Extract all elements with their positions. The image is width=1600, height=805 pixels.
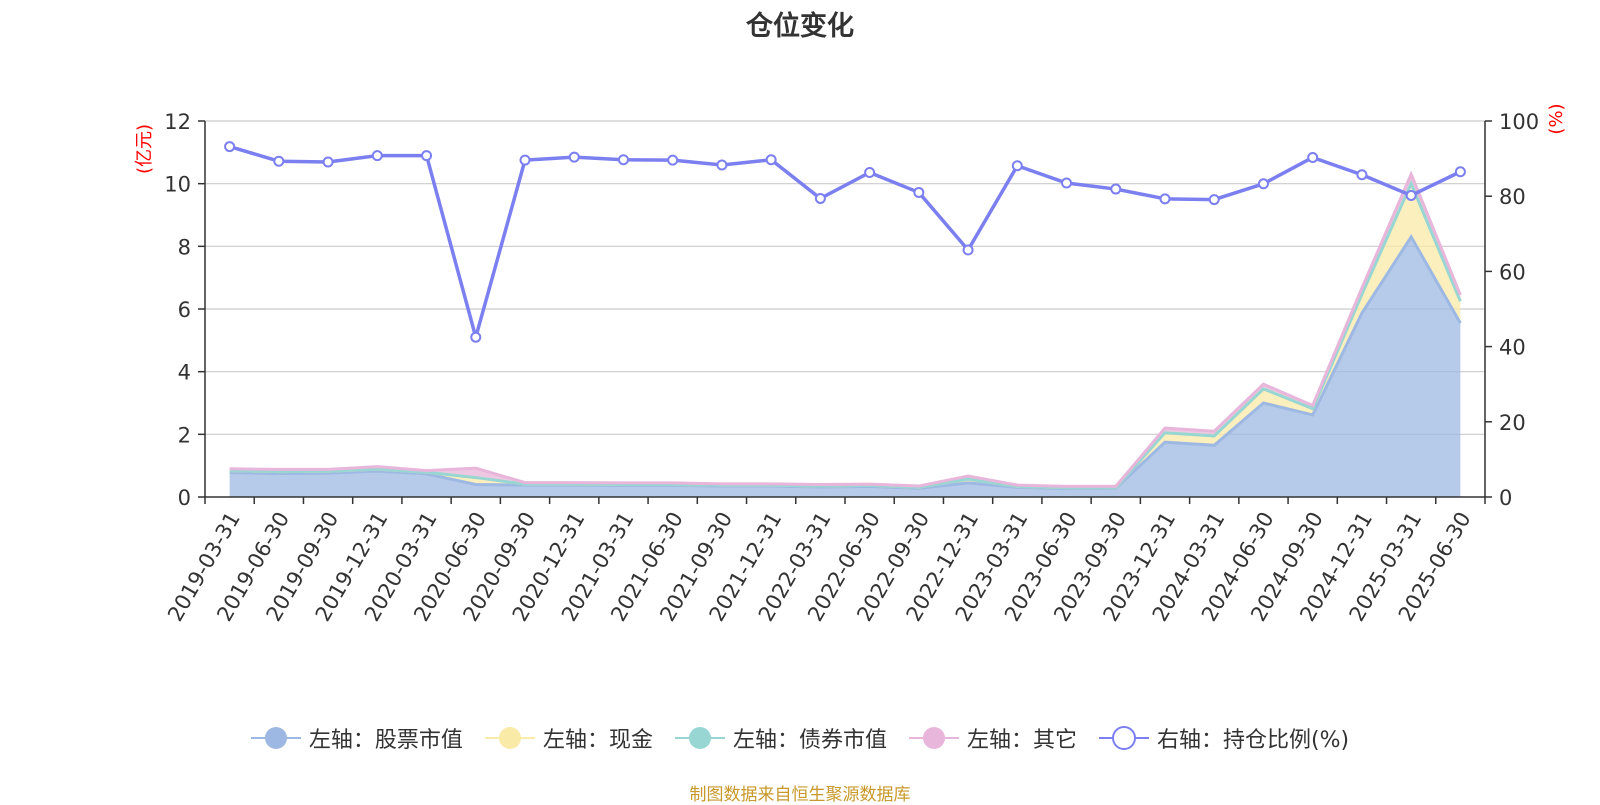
ratio-point [1159, 193, 1171, 205]
legend-marker-icon [484, 727, 535, 749]
ratio-point [814, 192, 826, 204]
left-tick-label: 6 [178, 298, 191, 322]
ratio-point [667, 154, 679, 166]
ratio-point [1011, 160, 1023, 172]
left-tick-label: 2 [178, 423, 191, 447]
legend-label: 左轴：股票市值 [308, 728, 463, 753]
ratio-point [470, 331, 482, 343]
ratio-point [1208, 194, 1220, 206]
ratio-point [322, 156, 334, 168]
source-note: 制图数据来自恒生聚源数据库 [689, 785, 911, 805]
right-tick-label: 100 [1499, 110, 1539, 134]
ratio-point [1110, 183, 1122, 195]
ratio-point [224, 141, 236, 153]
chart-title: 仓位变化 [746, 11, 854, 42]
legend-item-3[interactable]: 左轴：其它 [908, 722, 1077, 754]
legend-label: 右轴：持仓比例(%) [1156, 728, 1350, 753]
ratio-point [962, 244, 974, 256]
legend-marker-icon [674, 727, 725, 749]
ratio-point [1257, 178, 1269, 190]
area-series-0 [229, 236, 1461, 497]
ratio-point [421, 150, 433, 162]
axis-layer [198, 120, 1492, 504]
area-line-3 [229, 170, 1462, 488]
left-tick-label: 8 [178, 235, 191, 259]
grid-layer [205, 120, 1485, 435]
legend-item-2[interactable]: 左轴：债券市值 [674, 722, 887, 754]
left-tick-label: 10 [164, 173, 191, 197]
ratio-point [1061, 177, 1073, 189]
right-tick-label: 60 [1499, 260, 1526, 284]
legend-item-1[interactable]: 左轴：现金 [484, 722, 653, 754]
legend-label: 左轴：债券市值 [732, 728, 887, 753]
legend-label: 左轴：其它 [966, 728, 1077, 753]
ratio-point [1356, 169, 1368, 181]
ratio-point [716, 159, 728, 171]
legend-marker-icon [908, 727, 959, 749]
ratio-point [913, 186, 925, 198]
ratio-point [1405, 189, 1417, 201]
left-tick-label: 4 [178, 361, 191, 385]
ratio-point [617, 154, 629, 166]
ratio-point [1454, 166, 1466, 178]
ratio-point [519, 154, 531, 166]
right-tick-label: 0 [1499, 486, 1512, 510]
left-tick-label: 12 [164, 110, 191, 134]
right-tick-label: 20 [1499, 411, 1526, 435]
legend-marker-icon [1098, 726, 1149, 750]
line-layer [224, 141, 1466, 343]
ratio-line [229, 144, 1462, 339]
legend-item-4[interactable]: 右轴：持仓比例(%) [1098, 722, 1350, 754]
legend-item-0[interactable]: 左轴：股票市值 [250, 722, 463, 754]
legend-label: 左轴：现金 [542, 728, 653, 753]
left-tick-label: 0 [178, 486, 191, 510]
ratio-point [1307, 151, 1319, 163]
ratio-point [765, 154, 777, 166]
ratio-point [568, 151, 580, 163]
left-axis-unit: (亿元) [134, 124, 155, 174]
chart-plot: 024681012020406080100(亿元)(%)2019-03-3120… [134, 103, 1567, 625]
legend-marker-icon [250, 727, 301, 749]
right-tick-label: 40 [1499, 336, 1526, 360]
legend: 左轴：股票市值 左轴：现金 左轴：债券市值 左轴：其它 右轴：持仓比例(%) [0, 722, 1600, 754]
right-axis-unit: (%) [1546, 103, 1567, 134]
ratio-point [371, 150, 383, 162]
ratio-point [864, 167, 876, 179]
area-layer [229, 170, 1462, 497]
right-tick-label: 80 [1499, 185, 1526, 209]
ratio-point [273, 155, 285, 167]
